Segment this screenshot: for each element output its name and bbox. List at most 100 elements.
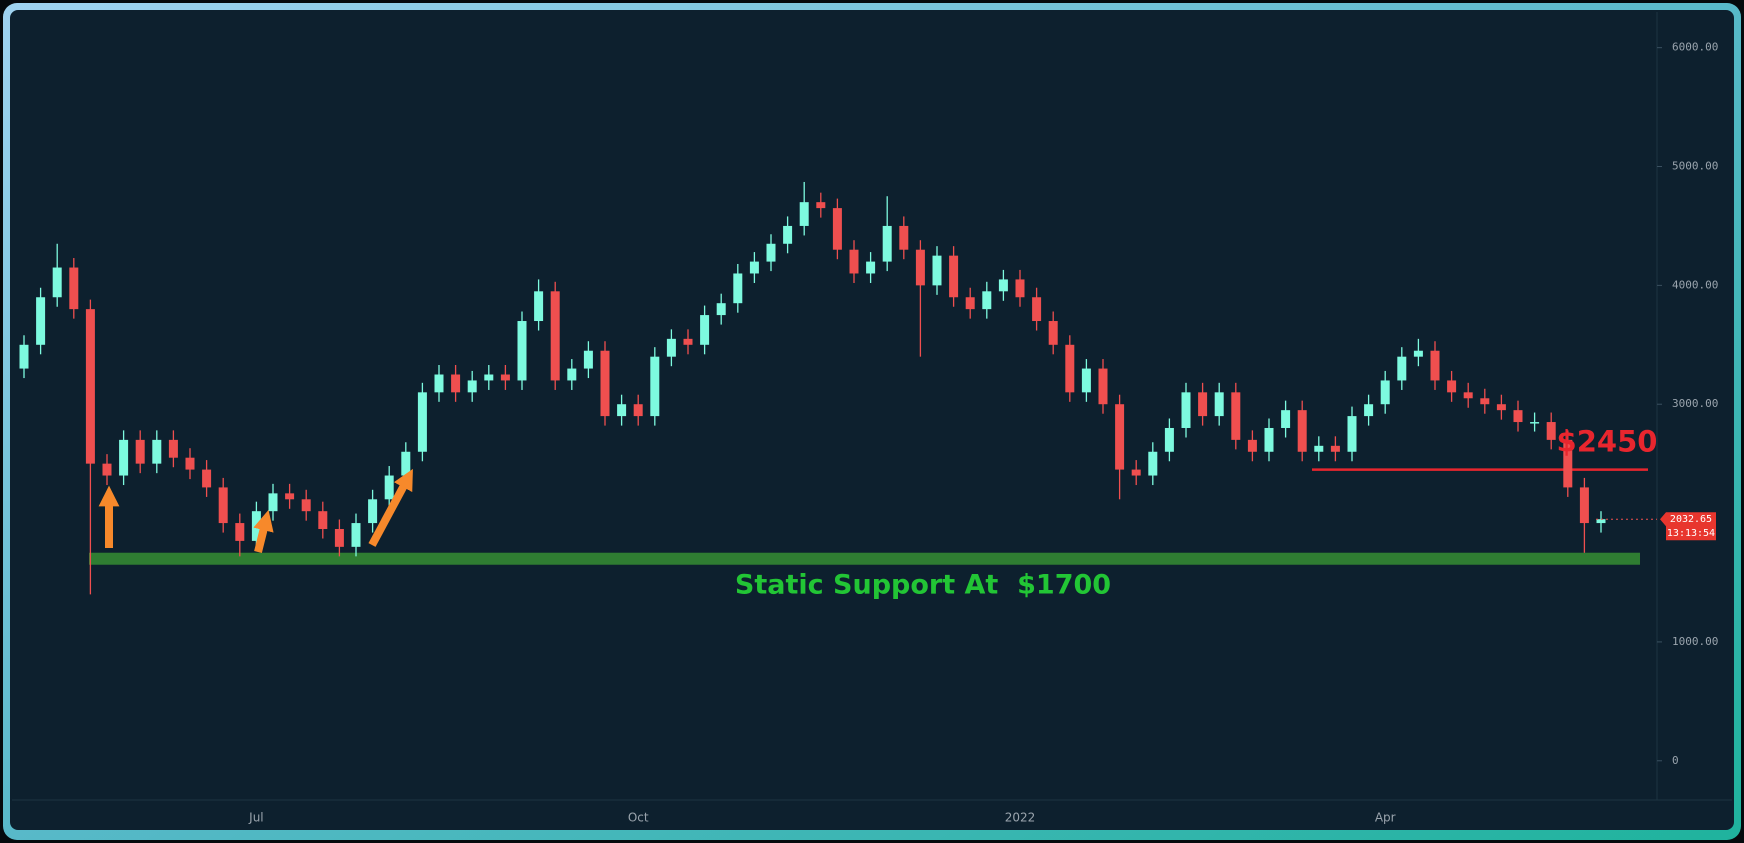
candle-body (451, 374, 461, 393)
candle-body (1181, 392, 1191, 428)
candle-body (1546, 422, 1556, 440)
candle-body (69, 267, 79, 310)
candle-body (915, 249, 925, 286)
candle-body (1347, 416, 1357, 452)
candle-body (401, 451, 411, 476)
candle-body (1314, 445, 1324, 452)
candle-body (666, 338, 676, 357)
candle-body (849, 249, 859, 274)
x-tick-label: Oct (628, 811, 649, 825)
candle-body (1380, 380, 1390, 405)
candle-body (517, 321, 527, 381)
candle-body (1364, 404, 1374, 417)
candle-body (218, 487, 228, 524)
candle-body (202, 469, 212, 488)
candle-body (1496, 404, 1506, 411)
candle-body (899, 225, 909, 250)
arrows (98, 468, 413, 553)
candle-body (368, 499, 378, 524)
price-tag (1660, 512, 1716, 541)
candle-body (1530, 422, 1540, 424)
candle-body (1480, 398, 1490, 405)
candle-body (1281, 410, 1291, 428)
candle-body (633, 404, 643, 417)
candle-body (866, 261, 876, 274)
candle-body (1131, 469, 1141, 476)
candle-body (1198, 392, 1208, 417)
candle-body (1430, 350, 1440, 381)
candle-body (484, 374, 494, 381)
resistance-label: $2450 (1557, 425, 1658, 459)
candle-body (1247, 439, 1257, 452)
candle-body (650, 356, 660, 417)
arrow (253, 509, 274, 553)
candle-body (1297, 410, 1307, 452)
candle-body (301, 499, 311, 512)
x-tick-label: Jul (248, 811, 263, 825)
candle-body (19, 344, 29, 369)
candle-body (799, 202, 809, 226)
y-tick-label: 3000.00 (1672, 397, 1718, 410)
candle-body (1463, 392, 1473, 399)
candle-body (534, 291, 544, 322)
candle-body (268, 493, 278, 512)
candle-body (965, 297, 975, 310)
y-tick-label: 5000.00 (1672, 160, 1718, 173)
candle-body (1231, 392, 1241, 440)
support-band (89, 552, 1640, 565)
candle-body (285, 493, 295, 500)
candle-body (417, 392, 427, 452)
candle-body (334, 529, 344, 547)
y-tick-label: 6000.00 (1672, 41, 1718, 54)
candle-body (683, 338, 693, 345)
candle-body (749, 261, 759, 274)
candle-body (1596, 519, 1606, 524)
candle-body (152, 439, 162, 464)
candle-body (832, 208, 842, 250)
candle-body (1563, 439, 1573, 488)
candle-body (550, 291, 560, 381)
candle-body (52, 267, 62, 298)
candle-body (168, 439, 178, 458)
arrow (368, 468, 413, 547)
candle-body (1397, 356, 1407, 381)
candle-body (351, 523, 361, 547)
candle-body (700, 315, 710, 345)
candle-body (36, 297, 46, 345)
candle-body (1214, 392, 1224, 417)
candle-body (1032, 297, 1042, 322)
candle-body (185, 457, 195, 470)
chart-background (10, 10, 1734, 830)
candle-body (1579, 487, 1589, 524)
candle-body (1264, 427, 1274, 452)
candle-body (1148, 451, 1158, 476)
candle-body (1081, 368, 1091, 393)
candle-body (882, 225, 892, 262)
candle-body (384, 475, 394, 500)
candle-body (1015, 279, 1025, 298)
candle-body (982, 291, 992, 310)
y-tick-label: 4000.00 (1672, 278, 1718, 291)
candle-body (135, 439, 145, 464)
candle-body (567, 368, 577, 381)
candle-body (1048, 321, 1058, 345)
candle-body (1098, 368, 1108, 405)
candle-body (500, 374, 510, 381)
y-tick-label: 1000.00 (1672, 635, 1718, 648)
candle-body (766, 243, 776, 262)
x-tick-label: Apr (1375, 811, 1396, 825)
candle-body (949, 255, 959, 298)
candle-body (85, 309, 95, 464)
candle-body (600, 350, 610, 417)
candle-body (467, 380, 477, 393)
candle-body (733, 273, 743, 304)
price-tag-countdown: 13:13:54 (1667, 528, 1715, 539)
candle-body (816, 202, 826, 209)
candle-body (998, 279, 1008, 292)
candle-body (1330, 445, 1340, 452)
candle-body (1413, 350, 1423, 357)
support-label: Static Support At $1700 (735, 570, 1111, 601)
y-tick-label: 0 (1672, 754, 1679, 767)
